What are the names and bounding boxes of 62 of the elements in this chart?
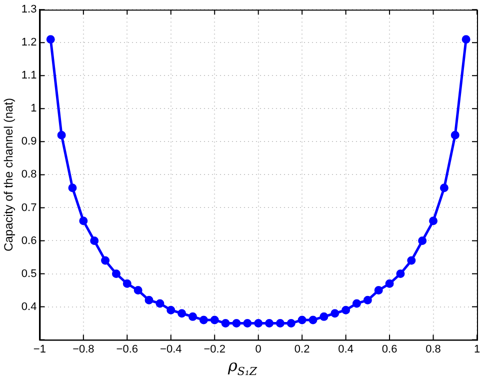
point: [429, 216, 438, 226]
point: [385, 279, 394, 288]
point: [308, 316, 318, 324]
point: [199, 316, 208, 324]
x-tick-label: −1: [33, 343, 46, 356]
y-tick-label: 0.8: [21, 168, 37, 181]
point: [330, 309, 340, 318]
point: [90, 236, 99, 245]
y-tick-label: 1.2: [21, 36, 37, 49]
point: [57, 130, 66, 140]
point: [418, 236, 427, 245]
point: [112, 270, 120, 278]
x-tick-label: 0.4: [338, 343, 354, 356]
point: [352, 299, 361, 308]
point: [374, 286, 383, 295]
point: [188, 312, 197, 321]
point: [101, 256, 110, 265]
point: [320, 312, 328, 321]
point: [407, 256, 416, 265]
point: [265, 319, 274, 328]
point: [178, 309, 186, 318]
y-tick-label: 0.4: [21, 300, 37, 313]
x-tick-label: −0.2: [204, 343, 226, 356]
x-tick-label: −0.4: [160, 343, 182, 356]
point: [79, 216, 88, 226]
point: [440, 184, 448, 192]
y-axis-title: Capacity of the channel (nat): [2, 98, 16, 252]
x-tick-label: −0.8: [72, 343, 94, 356]
point: [134, 286, 142, 295]
point: [462, 35, 470, 44]
y-tick-label: 1.1: [21, 70, 37, 82]
point: [144, 296, 154, 304]
y-tick-label: 0.6: [21, 234, 37, 247]
point: [210, 316, 219, 324]
y-tick-label: 0.7: [21, 202, 37, 214]
x-axis-title: ρ$_{S₁Z}$: [227, 356, 258, 380]
x-tick-label: 1: [474, 343, 480, 356]
y-tick-label: 0.5: [21, 268, 37, 280]
point: [243, 319, 252, 328]
point: [298, 316, 306, 324]
x-tick-label: 0.2: [294, 343, 310, 356]
y-tick-label: 1.3: [21, 4, 37, 16]
point: [122, 279, 132, 288]
point: [286, 319, 296, 328]
point: [166, 306, 176, 314]
point: [46, 35, 55, 44]
point: [221, 319, 230, 328]
point: [156, 299, 164, 308]
point: [342, 306, 350, 314]
point: [363, 296, 372, 304]
point: [254, 319, 263, 328]
x-tick-label: 0.8: [426, 343, 441, 356]
point: [396, 270, 405, 278]
point: [276, 319, 284, 328]
y-tick-label: 1: [30, 102, 37, 115]
point: [232, 319, 241, 328]
point: [450, 130, 460, 140]
point: [68, 184, 77, 192]
x-tick-label: −0.6: [116, 343, 138, 356]
y-tick-label: 0.9: [21, 136, 37, 148]
x-tick-label: 0: [255, 343, 262, 356]
x-tick-label: 0.6: [382, 343, 398, 356]
